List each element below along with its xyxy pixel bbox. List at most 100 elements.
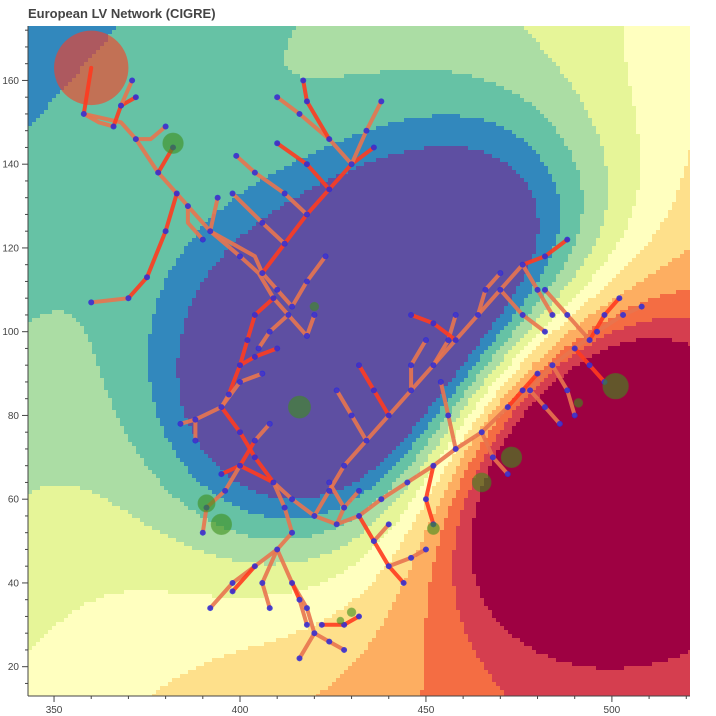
contour-cell xyxy=(656,74,661,79)
contour-cell xyxy=(356,90,361,95)
contour-cell xyxy=(144,74,149,79)
contour-cell xyxy=(260,34,265,39)
contour-cell xyxy=(364,42,369,47)
contour-cell xyxy=(328,50,333,55)
contour-cell xyxy=(248,78,253,83)
contour-cell xyxy=(292,38,297,43)
contour-cell xyxy=(616,106,621,111)
contour-cell xyxy=(484,110,489,115)
contour-cell xyxy=(372,34,377,39)
contour-cell xyxy=(612,38,617,43)
contour-cell xyxy=(224,50,229,55)
contour-cell xyxy=(160,90,165,95)
contour-cell xyxy=(688,118,693,123)
contour-cell xyxy=(428,134,433,139)
contour-cell xyxy=(596,38,601,43)
contour-cell xyxy=(132,122,137,127)
contour-cell xyxy=(680,62,685,67)
contour-cell xyxy=(248,138,253,143)
contour-cell xyxy=(556,122,561,127)
contour-cell xyxy=(444,58,449,63)
contour-cell xyxy=(48,46,53,51)
contour-cell xyxy=(220,62,225,67)
contour-cell xyxy=(316,106,321,111)
contour-cell xyxy=(616,50,621,55)
contour-cell xyxy=(284,126,289,131)
contour-cell xyxy=(260,110,265,115)
contour-cell xyxy=(212,98,217,103)
contour-cell xyxy=(616,118,621,123)
contour-cell xyxy=(552,142,557,147)
contour-cell xyxy=(76,110,81,115)
contour-cell xyxy=(504,62,509,67)
contour-cell xyxy=(284,94,289,99)
contour-cell xyxy=(296,126,301,131)
contour-cell xyxy=(240,38,245,43)
contour-cell xyxy=(188,30,193,35)
contour-cell xyxy=(668,46,673,51)
contour-cell xyxy=(68,134,73,139)
contour-cell xyxy=(464,74,469,79)
contour-cell xyxy=(640,26,645,31)
contour-cell xyxy=(320,38,325,43)
contour-cell xyxy=(504,126,509,131)
contour-cell xyxy=(612,126,617,131)
contour-cell xyxy=(136,42,141,47)
contour-cell xyxy=(368,34,373,39)
contour-cell xyxy=(248,26,253,31)
contour-cell xyxy=(168,98,173,103)
contour-cell xyxy=(108,102,113,107)
contour-cell xyxy=(184,98,189,103)
contour-cell xyxy=(316,74,321,79)
contour-cell xyxy=(344,38,349,43)
contour-cell xyxy=(476,34,481,39)
contour-cell xyxy=(352,102,357,107)
contour-cell xyxy=(232,54,237,59)
contour-cell xyxy=(188,90,193,95)
contour-cell xyxy=(492,90,497,95)
contour-cell xyxy=(400,90,405,95)
contour-cell xyxy=(584,34,589,39)
contour-cell xyxy=(520,30,525,35)
contour-cell xyxy=(136,66,141,71)
contour-cell xyxy=(544,26,549,31)
contour-cell xyxy=(548,130,553,135)
contour-cell xyxy=(240,42,245,47)
contour-cell xyxy=(216,118,221,123)
contour-cell xyxy=(212,78,217,83)
contour-cell xyxy=(48,94,53,99)
contour-cell xyxy=(552,94,557,99)
contour-cell xyxy=(568,102,573,107)
contour-cell xyxy=(236,110,241,115)
contour-cell xyxy=(408,38,413,43)
contour-cell xyxy=(360,78,365,83)
contour-cell xyxy=(352,126,357,131)
contour-cell xyxy=(148,126,153,131)
contour-cell xyxy=(596,130,601,135)
contour-cell xyxy=(236,38,241,43)
contour-cell xyxy=(640,126,645,131)
contour-cell xyxy=(532,50,537,55)
contour-cell xyxy=(416,110,421,115)
contour-cell xyxy=(676,82,681,87)
contour-cell xyxy=(336,102,341,107)
contour-cell xyxy=(684,86,689,91)
contour-cell xyxy=(300,38,305,43)
contour-cell xyxy=(668,34,673,39)
contour-cell xyxy=(500,78,505,83)
contour-cell xyxy=(208,94,213,99)
contour-cell xyxy=(632,78,637,83)
contour-cell xyxy=(292,50,297,55)
contour-cell xyxy=(608,58,613,63)
contour-cell xyxy=(548,90,553,95)
contour-cell xyxy=(48,38,53,43)
contour-cell xyxy=(548,26,553,31)
contour-cell xyxy=(324,74,329,79)
contour-cell xyxy=(428,126,433,131)
contour-cell xyxy=(580,66,585,71)
contour-cell xyxy=(544,54,549,59)
contour-cell xyxy=(580,98,585,103)
contour-cell xyxy=(388,46,393,51)
contour-cell xyxy=(88,122,93,127)
contour-cell xyxy=(592,50,597,55)
